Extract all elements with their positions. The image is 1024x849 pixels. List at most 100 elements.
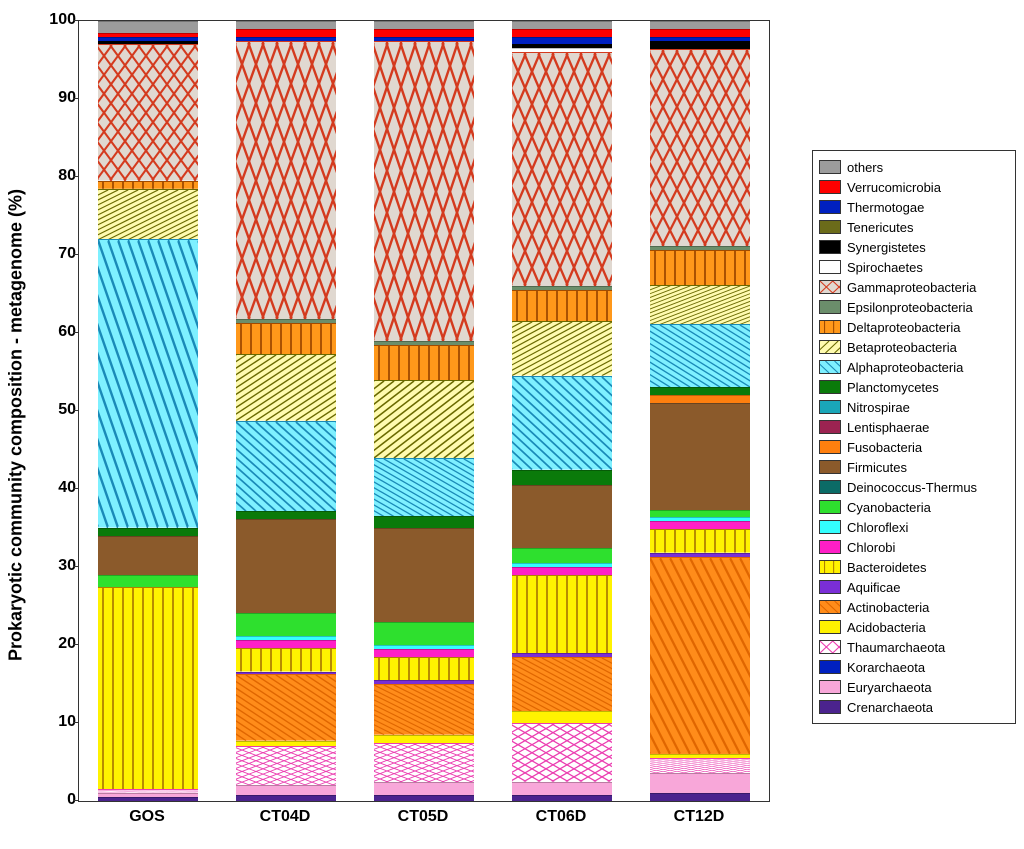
legend-label: Synergistetes — [847, 240, 926, 255]
legend-swatch — [819, 700, 841, 714]
seg-others — [236, 21, 336, 29]
seg-Acidobacteria — [374, 735, 474, 743]
bar-CT12D — [650, 21, 750, 801]
seg-Crenarchaeota — [374, 795, 474, 801]
seg-Thaumarchaeota — [650, 758, 750, 774]
legend-label: Lentisphaerae — [847, 420, 929, 435]
seg-Firmicutes — [98, 536, 198, 575]
seg-Epsilonproteobacteria — [236, 319, 336, 323]
legend-label: Verrucomicrobia — [847, 180, 941, 195]
legend-swatch — [819, 480, 841, 494]
seg-Thaumarchaeota — [512, 723, 612, 782]
legend-item-Thaumarchaeota: Thaumarchaeota — [819, 637, 1009, 657]
seg-Thermotogae — [98, 37, 198, 41]
seg-Acidobacteria — [236, 741, 336, 746]
chart-container: Prokaryotic community composition - meta… — [0, 0, 1024, 849]
legend-label: Gammaproteobacteria — [847, 280, 976, 295]
seg-Thermotogae — [650, 37, 750, 41]
legend-label: Cyanobacteria — [847, 500, 931, 515]
seg-Planctomycetes — [374, 516, 474, 528]
seg-Planctomycetes — [512, 470, 612, 486]
seg-Cyanobacteria — [236, 613, 336, 637]
legend-swatch — [819, 380, 841, 394]
seg-Chloroflexi — [374, 645, 474, 649]
legend-label: Epsilonproteobacteria — [847, 300, 973, 315]
legend-item-Spirochaetes: Spirochaetes — [819, 257, 1009, 277]
y-tick-label: 0 — [48, 791, 76, 809]
legend-item-Synergistetes: Synergistetes — [819, 237, 1009, 257]
legend-label: Fusobacteria — [847, 440, 922, 455]
seg-Deltaproteobacteria — [650, 250, 750, 285]
y-axis-label: Prokaryotic community composition - meta… — [6, 188, 27, 660]
legend-label: Thaumarchaeota — [847, 640, 945, 655]
legend-swatch — [819, 500, 841, 514]
legend-item-Fusobacteria: Fusobacteria — [819, 437, 1009, 457]
seg-Betaproteobacteria — [98, 189, 198, 240]
bar-GOS — [98, 21, 198, 801]
legend-item-Verrucomicrobia: Verrucomicrobia — [819, 177, 1009, 197]
legend-swatch — [819, 460, 841, 474]
seg-Deltaproteobacteria — [512, 290, 612, 321]
seg-Thaumarchaeota — [98, 789, 198, 793]
seg-Bacteroidetes — [650, 529, 750, 553]
seg-Thaumarchaeota — [236, 746, 336, 785]
seg-Planctomycetes — [98, 528, 198, 536]
seg-Aquificae — [374, 680, 474, 684]
seg-Gammaproteobacteria — [98, 44, 198, 181]
seg-Deltaproteobacteria — [236, 323, 336, 354]
seg-Betaproteobacteria — [236, 354, 336, 421]
x-tick-label: GOS — [129, 808, 165, 826]
legend-item-Bacteroidetes: Bacteroidetes — [819, 557, 1009, 577]
bar-CT05D — [374, 21, 474, 801]
seg-Gammaproteobacteria — [374, 41, 474, 341]
legend-label: Deltaproteobacteria — [847, 320, 960, 335]
legend-item-Korarchaeota: Korarchaeota — [819, 657, 1009, 677]
seg-others — [512, 21, 612, 29]
legend-item-Nitrospirae: Nitrospirae — [819, 397, 1009, 417]
legend-item-Tenericutes: Tenericutes — [819, 217, 1009, 237]
y-tick-label: 70 — [48, 245, 76, 263]
seg-Thermotogae — [374, 37, 474, 41]
legend-item-Euryarchaeota: Euryarchaeota — [819, 677, 1009, 697]
seg-Epsilonproteobacteria — [512, 286, 612, 290]
bar-CT04D — [236, 21, 336, 801]
legend-swatch — [819, 420, 841, 434]
seg-Betaproteobacteria — [374, 380, 474, 458]
legend-swatch — [819, 180, 841, 194]
x-tick-label: CT05D — [398, 808, 449, 826]
legend-item-Chlorobi: Chlorobi — [819, 537, 1009, 557]
legend-label: Spirochaetes — [847, 260, 923, 275]
seg-Planctomycetes — [650, 387, 750, 395]
seg-Verrucomicrobia — [650, 29, 750, 37]
seg-Actinobacteria — [236, 674, 336, 741]
legend-swatch — [819, 440, 841, 454]
seg-Epsilonproteobacteria — [650, 246, 750, 250]
seg-Euryarchaeota — [98, 793, 198, 797]
seg-Firmicutes — [512, 485, 612, 547]
legend-label: Nitrospirae — [847, 400, 910, 415]
legend-item-Crenarchaeota: Crenarchaeota — [819, 697, 1009, 717]
seg-others — [650, 21, 750, 29]
seg-Synergistetes — [98, 41, 198, 45]
seg-Betaproteobacteria — [650, 285, 750, 324]
legend-swatch — [819, 580, 841, 594]
legend-item-DeinococcusThermus: Deinococcus-Thermus — [819, 477, 1009, 497]
seg-Chloroflexi — [236, 636, 336, 640]
seg-Fusobacteria — [650, 395, 750, 403]
seg-Chlorobi — [512, 567, 612, 575]
legend-item-Lentisphaerae: Lentisphaerae — [819, 417, 1009, 437]
legend-swatch — [819, 280, 841, 294]
seg-Euryarchaeota — [374, 782, 474, 795]
bar-CT06D — [512, 21, 612, 801]
seg-Aquificae — [512, 653, 612, 657]
legend-item-Betaproteobacteria: Betaproteobacteria — [819, 337, 1009, 357]
seg-Acidobacteria — [650, 754, 750, 758]
seg-Cyanobacteria — [374, 622, 474, 645]
legend-swatch — [819, 160, 841, 174]
seg-Chloroflexi — [650, 517, 750, 521]
seg-Gammaproteobacteria — [650, 49, 750, 246]
seg-others — [98, 21, 198, 33]
legend-swatch — [819, 260, 841, 274]
legend-label: Chloroflexi — [847, 520, 908, 535]
legend-swatch — [819, 640, 841, 654]
